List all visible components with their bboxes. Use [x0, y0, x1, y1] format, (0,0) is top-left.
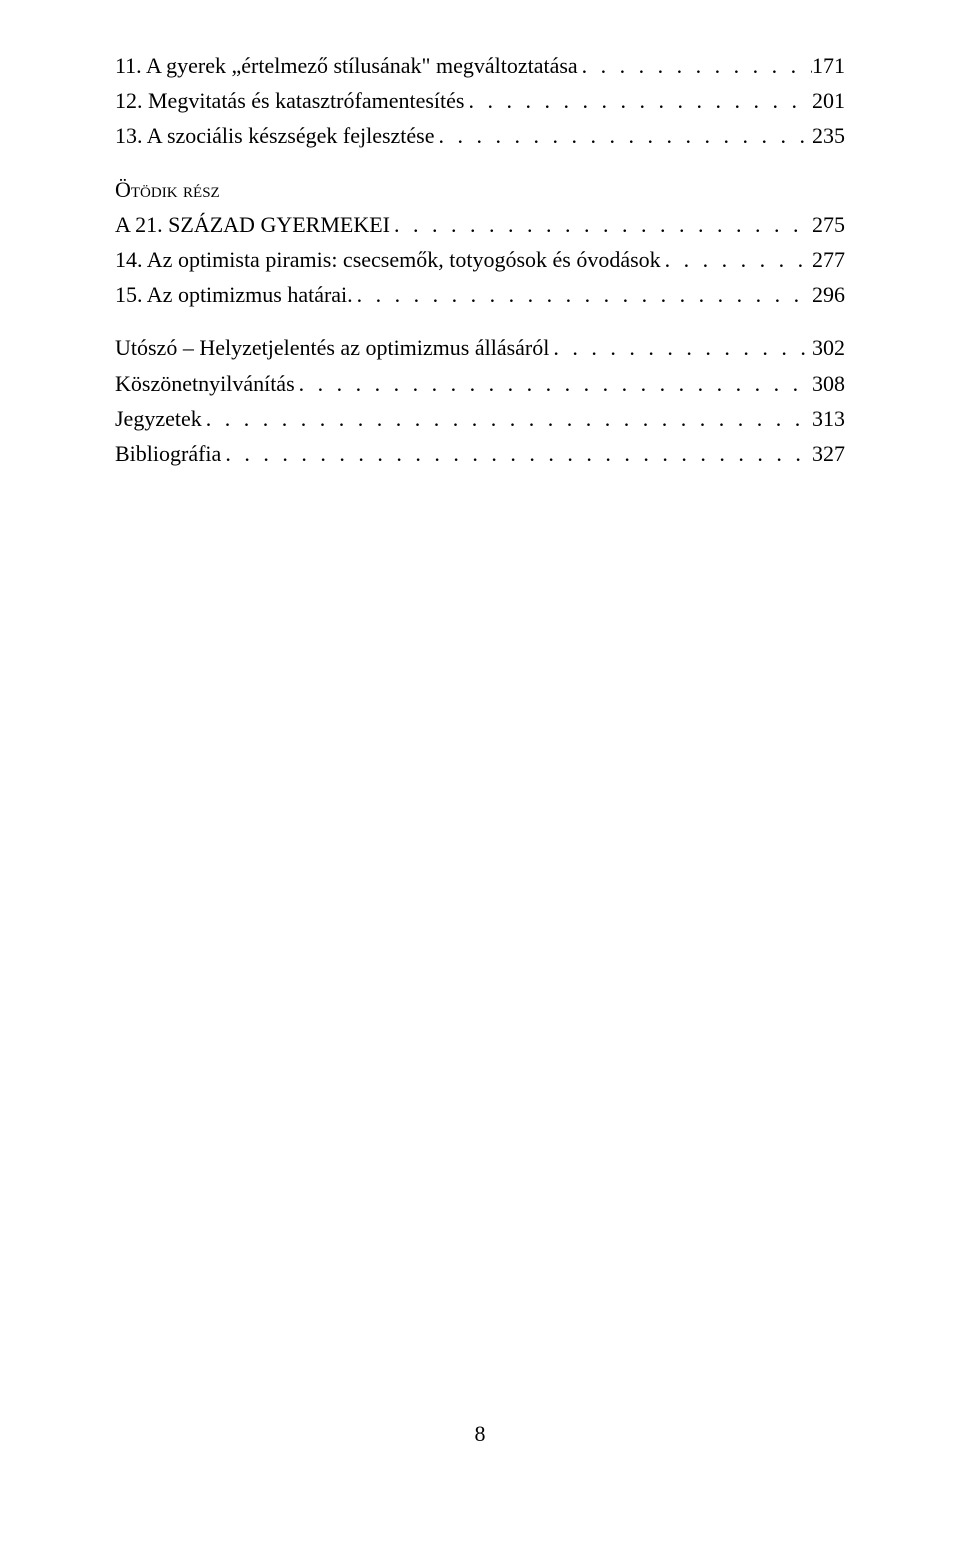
toc-entry: 15. Az optimizmus határai. 296: [115, 277, 845, 312]
toc-dots: [390, 207, 812, 242]
toc-page: 201: [812, 83, 845, 118]
toc-label: 14. Az optimista piramis: csecsemők, tot…: [115, 242, 661, 277]
toc-label: Utószó – Helyzetjelentés az optimizmus á…: [115, 330, 549, 365]
toc-label: 11. A gyerek „értelmező stílusának" megv…: [115, 48, 578, 83]
toc-entry: 12. Megvitatás és katasztrófamentesítés …: [115, 83, 845, 118]
toc-dots: [464, 83, 812, 118]
toc-page: 308: [812, 366, 845, 401]
page-number: 8: [0, 1421, 960, 1447]
toc-dots: [295, 366, 812, 401]
toc-dots: [435, 118, 812, 153]
toc-entry: 13. A szociális készségek fejlesztése 23…: [115, 118, 845, 153]
toc-page: 296: [812, 277, 845, 312]
toc-dots: [578, 48, 812, 83]
toc-dots: [353, 277, 812, 312]
section-part-label: Ötödik rész: [115, 177, 220, 202]
toc-entry: 14. Az optimista piramis: csecsemők, tot…: [115, 242, 845, 277]
toc-entry-section-title: A 21. SZÁZAD GYERMEKEI 275: [115, 207, 845, 242]
toc-label: A 21. SZÁZAD GYERMEKEI: [115, 207, 390, 242]
toc-entry: 11. A gyerek „értelmező stílusának" megv…: [115, 48, 845, 83]
toc-dots: [549, 330, 812, 365]
toc-page: 313: [812, 401, 845, 436]
toc-label: Bibliográfia: [115, 436, 221, 471]
toc-page: 277: [812, 242, 845, 277]
toc-dots: [202, 401, 812, 436]
section-part-heading: Ötödik rész: [115, 172, 845, 207]
toc-page: 275: [812, 207, 845, 242]
toc-entry: Köszönetnyilvánítás 308: [115, 366, 845, 401]
toc-dots: [661, 242, 812, 277]
toc-page: 302: [812, 330, 845, 365]
toc-entry: Bibliográfia 327: [115, 436, 845, 471]
toc-page: 171: [812, 48, 845, 83]
toc-dots: [221, 436, 812, 471]
toc-page: 235: [812, 118, 845, 153]
toc-label: Köszönetnyilvánítás: [115, 366, 295, 401]
toc-entry: Jegyzetek 313: [115, 401, 845, 436]
toc-entry: Utószó – Helyzetjelentés az optimizmus á…: [115, 330, 845, 365]
toc-label: 12. Megvitatás és katasztrófamentesítés: [115, 83, 464, 118]
toc-label: Jegyzetek: [115, 401, 202, 436]
toc-label: 15. Az optimizmus határai.: [115, 277, 353, 312]
toc-page: 327: [812, 436, 845, 471]
toc-label: 13. A szociális készségek fejlesztése: [115, 118, 435, 153]
